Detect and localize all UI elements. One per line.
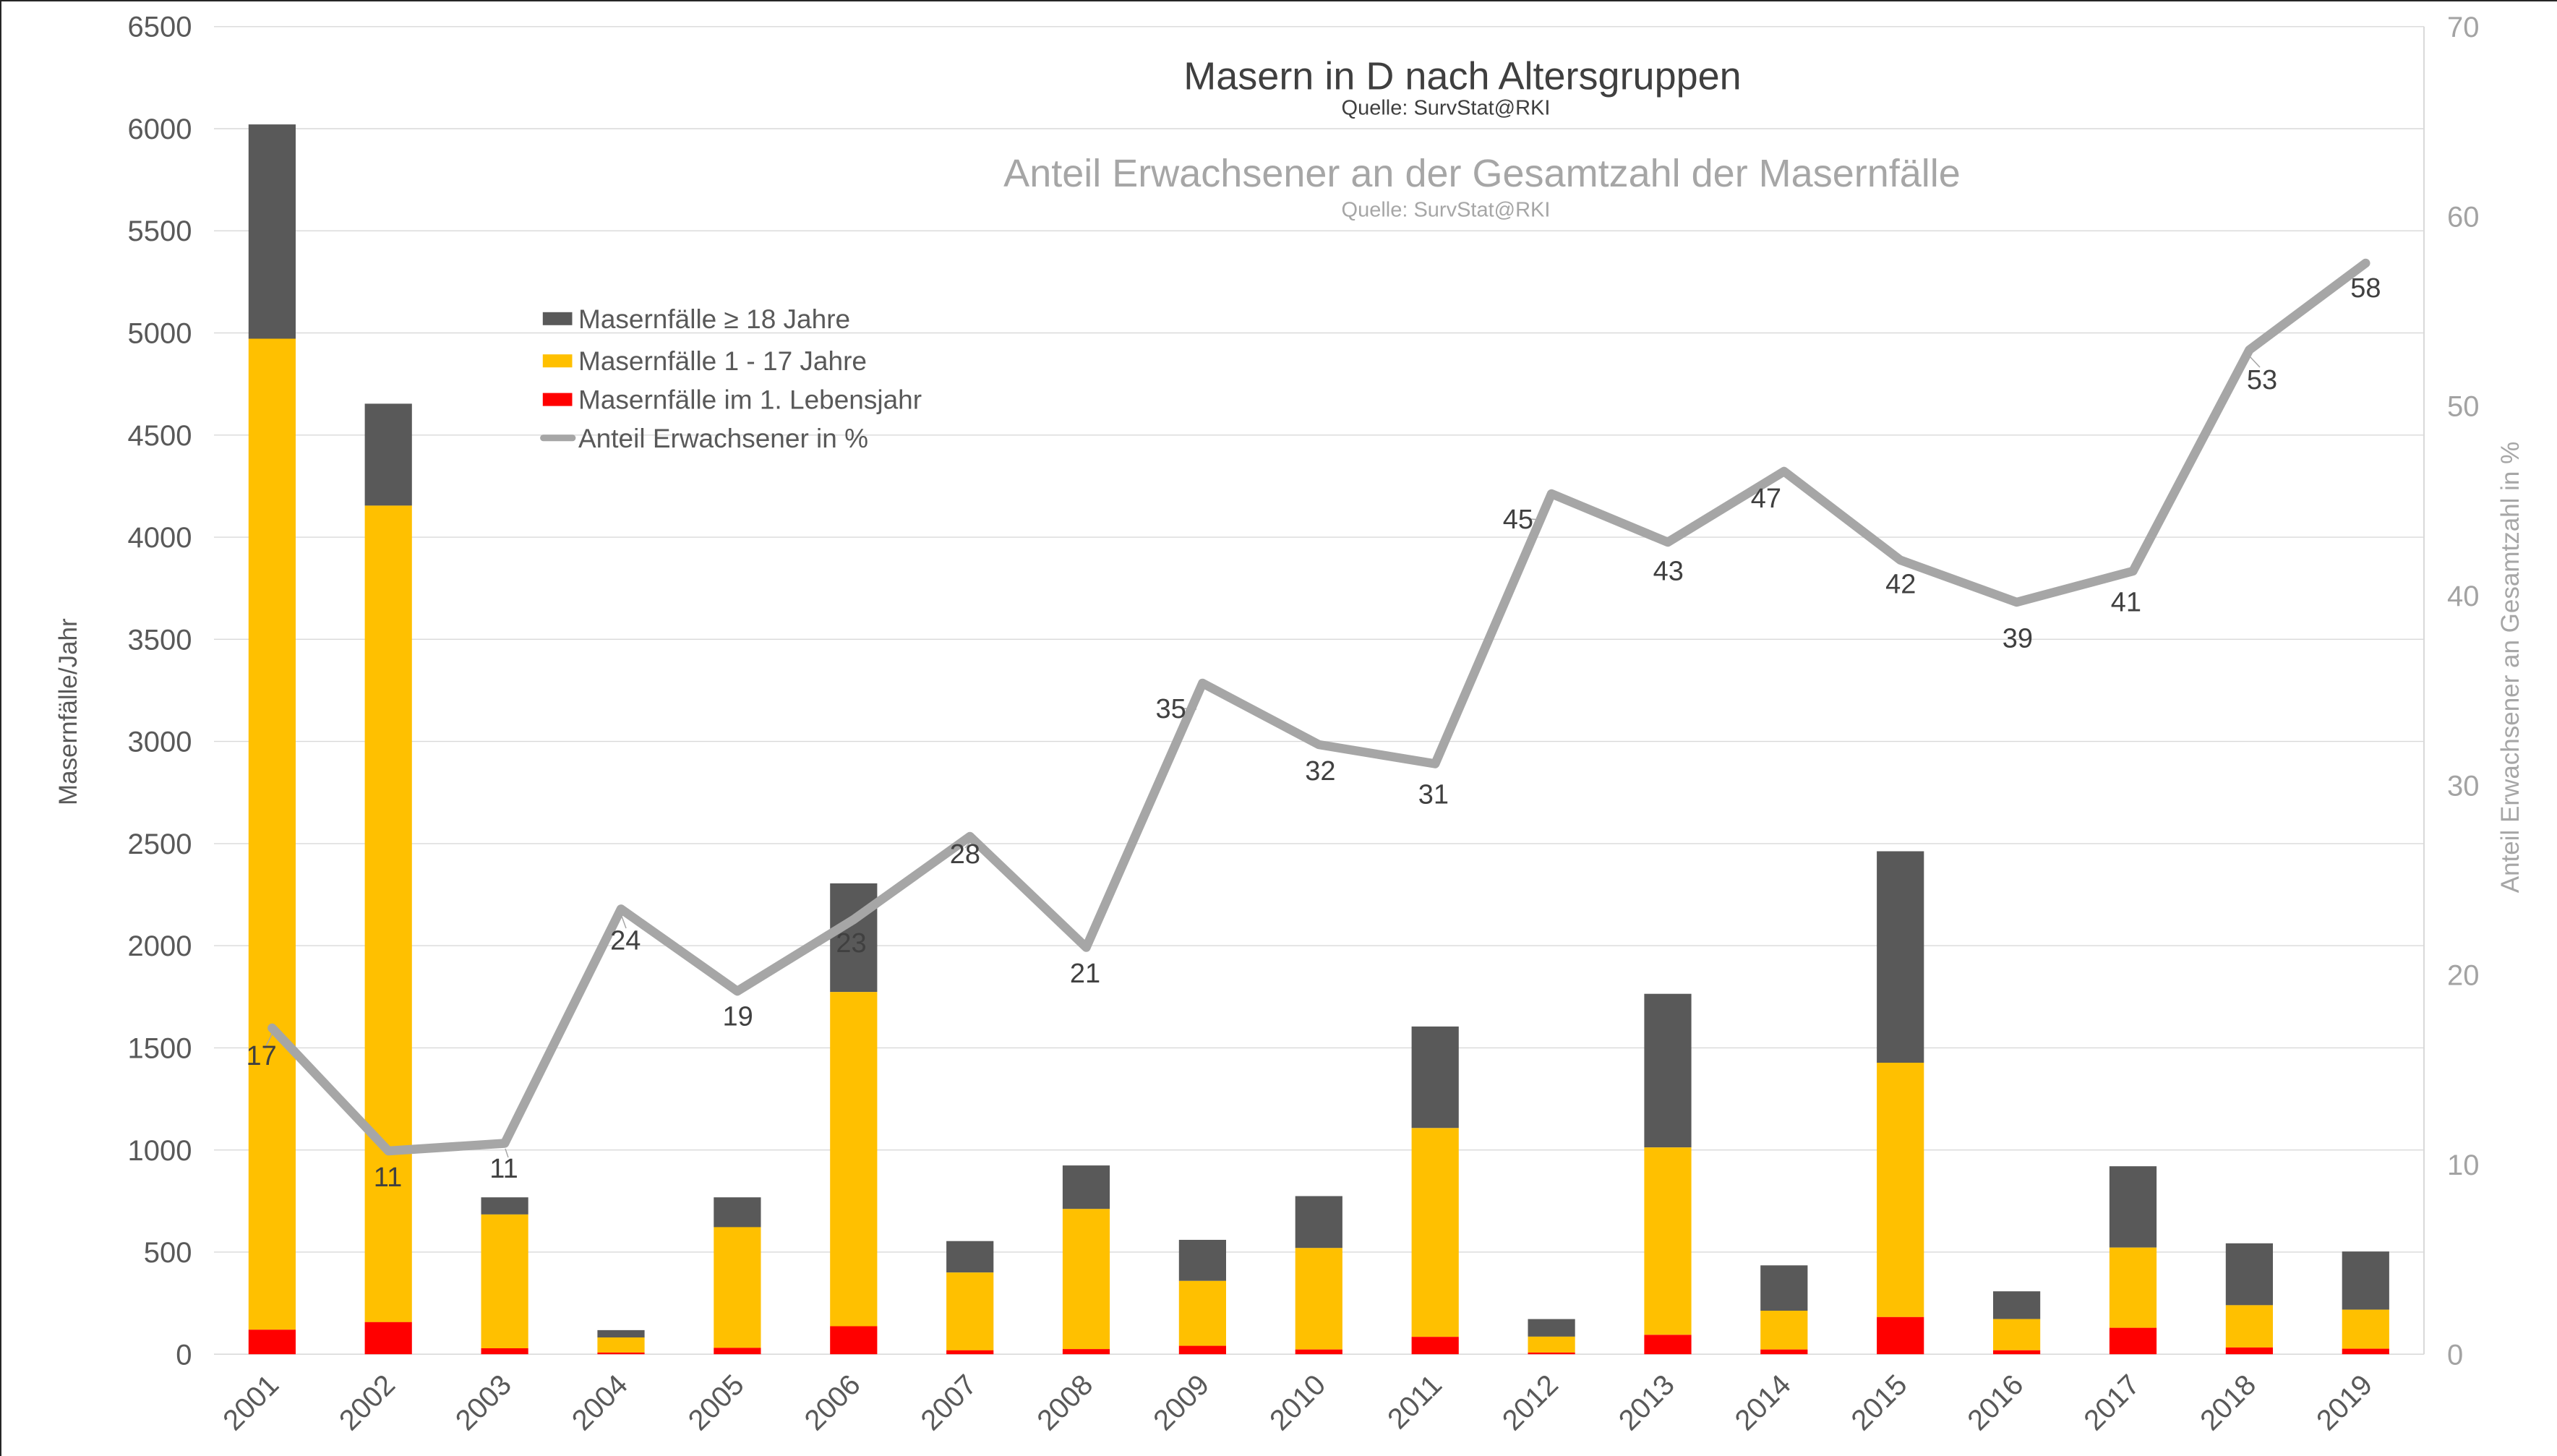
svg-text:2000: 2000 [128, 930, 192, 962]
svg-text:4500: 4500 [128, 420, 192, 452]
svg-text:28: 28 [950, 839, 980, 870]
svg-text:Anteil Erwachsener an Gesamtza: Anteil Erwachsener an Gesamtzahl in % [2496, 442, 2524, 893]
svg-text:3500: 3500 [128, 624, 192, 656]
svg-text:24: 24 [610, 926, 641, 956]
svg-text:42: 42 [1885, 570, 1916, 600]
svg-text:31: 31 [1418, 780, 1449, 810]
svg-text:3000: 3000 [128, 727, 192, 758]
svg-text:60: 60 [2447, 201, 2480, 233]
svg-text:40: 40 [2447, 581, 2480, 612]
svg-text:Quelle: SurvStat@RKI: Quelle: SurvStat@RKI [1342, 97, 1551, 120]
svg-text:2500: 2500 [128, 828, 192, 860]
svg-text:0: 0 [176, 1339, 192, 1371]
svg-text:47: 47 [1751, 484, 1781, 514]
svg-text:4000: 4000 [128, 522, 192, 554]
svg-text:Masernfälle im 1. Lebensjahr: Masernfälle im 1. Lebensjahr [578, 385, 922, 415]
svg-text:500: 500 [144, 1237, 192, 1269]
svg-text:5000: 5000 [128, 318, 192, 350]
svg-text:1000: 1000 [128, 1135, 192, 1167]
svg-text:30: 30 [2447, 770, 2480, 802]
svg-text:19: 19 [723, 1001, 753, 1032]
svg-text:5500: 5500 [128, 215, 192, 247]
svg-text:Masernfälle ≥ 18 Jahre: Masernfälle ≥ 18 Jahre [578, 304, 850, 334]
svg-text:20: 20 [2447, 960, 2480, 992]
svg-text:21: 21 [1070, 959, 1100, 989]
svg-text:Masern in D nach Altersgruppen: Masern in D nach Altersgruppen [1183, 55, 1741, 98]
svg-text:43: 43 [1653, 557, 1684, 587]
svg-text:58: 58 [2350, 273, 2381, 304]
svg-text:Anteil Erwachsener an der Gesa: Anteil Erwachsener an der Gesamtzahl der… [1003, 152, 1961, 195]
svg-text:53: 53 [2247, 365, 2277, 395]
svg-text:23: 23 [836, 928, 866, 959]
svg-text:Anteil Erwachsener in %: Anteil Erwachsener in % [578, 424, 868, 453]
svg-text:11: 11 [374, 1162, 402, 1193]
svg-text:70: 70 [2447, 12, 2480, 43]
svg-text:11: 11 [489, 1154, 518, 1184]
svg-text:Masernfälle 1 - 17 Jahre: Masernfälle 1 - 17 Jahre [578, 346, 867, 376]
svg-text:Quelle: SurvStat@RKI: Quelle: SurvStat@RKI [1342, 199, 1551, 222]
svg-text:35: 35 [1155, 694, 1186, 724]
svg-text:6500: 6500 [128, 12, 192, 43]
svg-text:1500: 1500 [128, 1033, 192, 1065]
svg-text:Masernfälle/Jahr: Masernfälle/Jahr [54, 618, 82, 805]
svg-text:32: 32 [1305, 756, 1335, 787]
svg-text:39: 39 [2003, 624, 2033, 654]
svg-text:10: 10 [2447, 1149, 2480, 1181]
svg-text:0: 0 [2447, 1339, 2463, 1371]
svg-text:6000: 6000 [128, 114, 192, 145]
svg-text:45: 45 [1503, 505, 1533, 535]
svg-text:41: 41 [2111, 588, 2141, 618]
svg-text:17: 17 [246, 1041, 276, 1071]
svg-text:50: 50 [2447, 391, 2480, 423]
